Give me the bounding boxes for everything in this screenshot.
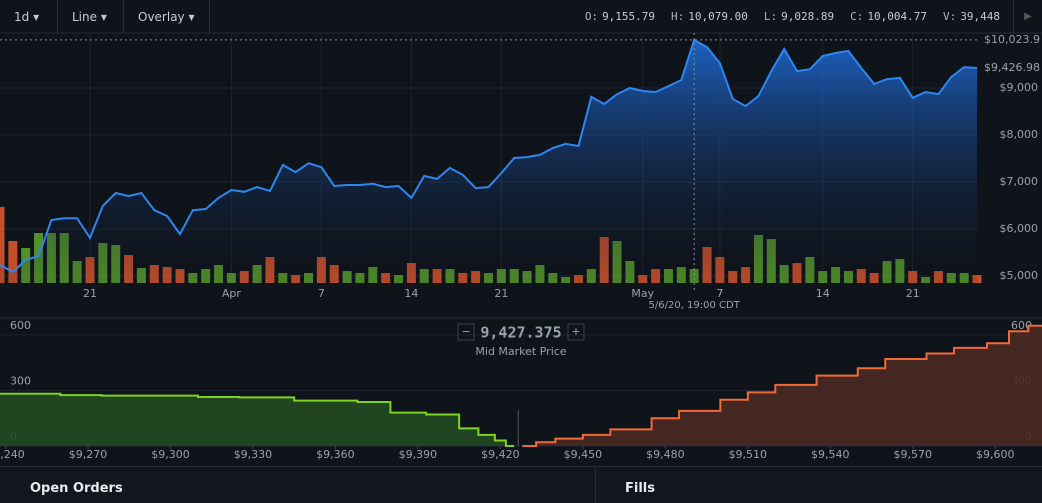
zoom-out[interactable] bbox=[457, 323, 475, 341]
tabs: Open Orders Fills bbox=[0, 466, 1042, 503]
y-tick-label: $7,000 bbox=[1000, 175, 1039, 188]
asks-line bbox=[522, 324, 1042, 447]
x-tick-label: $9,540 bbox=[811, 448, 850, 461]
x-tick-label: 14 bbox=[816, 287, 830, 300]
price-line bbox=[0, 38, 978, 274]
last-price-label: $9,426.98 bbox=[984, 61, 1040, 74]
y-tick-label: $6,000 bbox=[1000, 222, 1039, 235]
ohlc-value: 10,004.77 bbox=[867, 10, 927, 23]
x-tick-label: $9,270 bbox=[69, 448, 108, 461]
charts: $5,000 $6,000 $7,000 $8,000 $9,000 21 Apr 7 14 21… bbox=[0, 32, 1042, 461]
crosshair-label: 5/6/20, 19:00 CDT bbox=[649, 300, 741, 311]
x-tick-label: 7 bbox=[716, 287, 723, 300]
x-tick-label: 14 bbox=[404, 287, 418, 300]
x-tick-label: $9,300 bbox=[151, 448, 190, 461]
x-tick-label: Apr bbox=[222, 287, 242, 300]
x-tick-label: 21 bbox=[83, 287, 97, 300]
ohlc-label: C: bbox=[850, 10, 864, 23]
collapse-button[interactable]: ▶ bbox=[1013, 0, 1042, 33]
tab[interactable]: Open Orders bbox=[30, 481, 123, 496]
y-tick-label: $5,000 bbox=[1000, 269, 1039, 282]
price-area bbox=[0, 40, 977, 283]
zoom-in[interactable] bbox=[567, 323, 585, 341]
zoom-in-icon: + bbox=[571, 325, 580, 338]
mid-price-label: Mid Market Price bbox=[475, 345, 566, 358]
x-tick-label: $9,360 bbox=[316, 448, 355, 461]
ohlc-value: 39,448 bbox=[960, 10, 1000, 23]
ohlc-label: O: bbox=[584, 10, 599, 23]
bids-area bbox=[0, 393, 515, 446]
x-tick-label: $9,570 bbox=[894, 448, 933, 461]
ohlc-bar: O: 9,155.79 H: 10,079.00 L: 9,028.89 C: 10,004.… bbox=[585, 0, 1012, 33]
x-tick-label: $9,330 bbox=[234, 448, 273, 461]
x-tick-label: 7 bbox=[318, 287, 325, 300]
volume-bar bbox=[8, 241, 18, 283]
style[interactable]: Line bbox=[72, 9, 98, 24]
volume-bar bbox=[0, 207, 5, 283]
x-tick-label: $9,240 bbox=[0, 448, 25, 461]
x-tick-label: $9,420 bbox=[481, 448, 520, 461]
ohlc-label: V: bbox=[943, 10, 957, 23]
bids-line bbox=[0, 392, 515, 447]
ohlc-value: 10,079.00 bbox=[688, 10, 748, 23]
x-tick-label: 21 bbox=[494, 287, 508, 300]
y-tick-label: $8,000 bbox=[1000, 128, 1039, 141]
x-tick-label: $9,480 bbox=[646, 448, 685, 461]
overlay-select[interactable]: Overlay ▾ bbox=[124, 0, 210, 33]
tab-divider bbox=[595, 467, 596, 503]
zoom-out-icon: − bbox=[461, 325, 470, 338]
ohlc-label: L: bbox=[763, 10, 778, 23]
ohlc-label: H: bbox=[671, 10, 685, 23]
interval-select[interactable]: 1d ▾ bbox=[0, 0, 58, 33]
x-tick-label: $9,510 bbox=[729, 448, 768, 461]
x-tick-label: 21 bbox=[906, 287, 920, 300]
overlay[interactable]: Overlay bbox=[138, 9, 185, 24]
ohlc-value: 9,155.79 bbox=[602, 10, 656, 23]
y-tick-label: $9,000 bbox=[1000, 81, 1039, 94]
x-tick-label: $9,450 bbox=[564, 448, 603, 461]
high-label: $10,023.9 bbox=[984, 33, 1040, 46]
ohlc-value: 9,028.89 bbox=[781, 10, 835, 23]
interval[interactable]: 1d bbox=[14, 9, 30, 24]
y-tick-label: 600 bbox=[1011, 319, 1032, 332]
tab[interactable]: Fills bbox=[625, 481, 655, 496]
x-tick-label: $9,600 bbox=[976, 448, 1015, 461]
x-tick-label: $9,390 bbox=[399, 448, 438, 461]
mid-price: 9,427.375 bbox=[480, 324, 561, 342]
style-select[interactable]: Line ▾ bbox=[58, 0, 124, 33]
y-tick-label: 600 bbox=[10, 319, 31, 332]
y-tick-label: 300 bbox=[10, 374, 31, 387]
x-tick-label: May bbox=[631, 287, 654, 300]
